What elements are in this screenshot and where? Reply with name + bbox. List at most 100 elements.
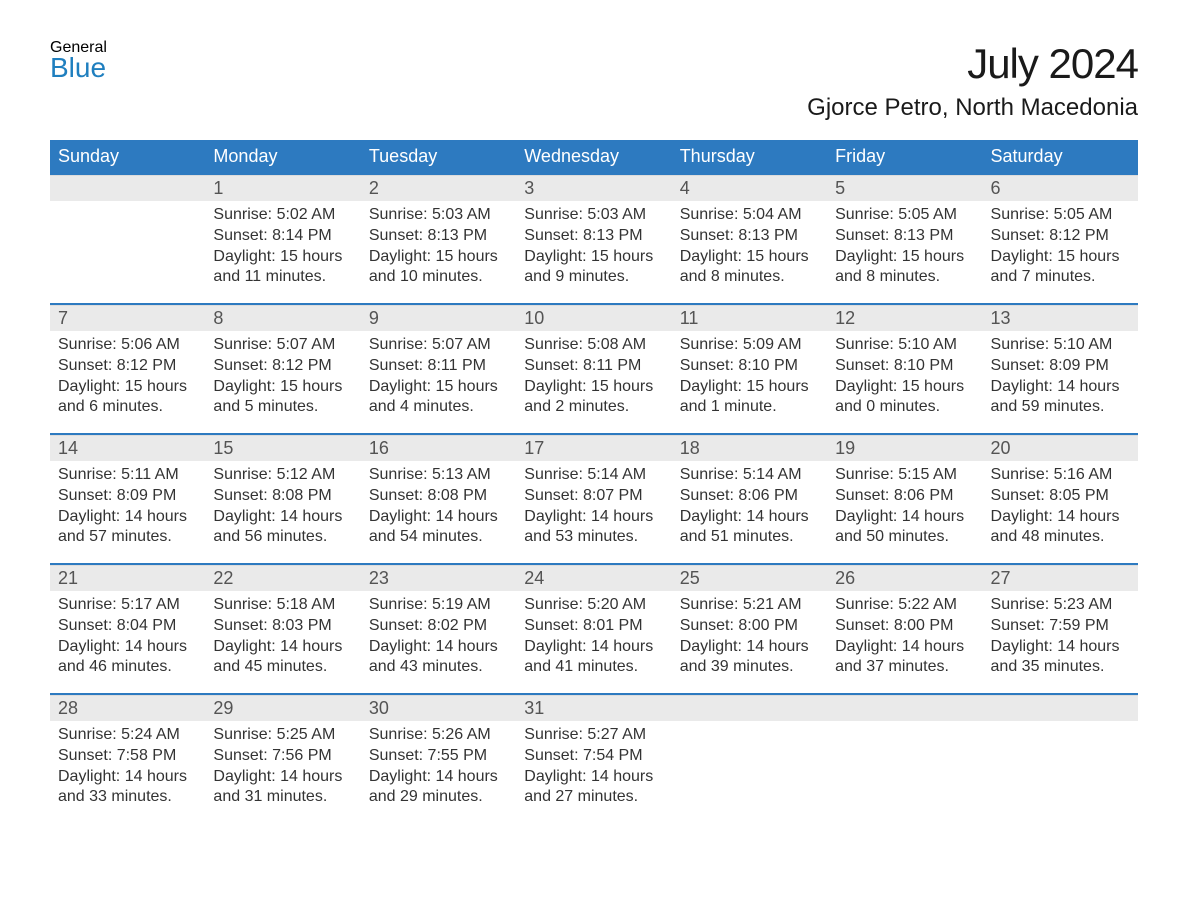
day-header: Sunday xyxy=(50,140,205,174)
sunset-text: Sunset: 7:54 PM xyxy=(524,746,663,767)
day-number: 5 xyxy=(827,175,982,201)
calendar-day-cell: 28Sunrise: 5:24 AMSunset: 7:58 PMDayligh… xyxy=(50,694,205,824)
logo-blue: Blue xyxy=(50,55,107,82)
calendar-week-row: 21Sunrise: 5:17 AMSunset: 8:04 PMDayligh… xyxy=(50,564,1138,694)
sunset-text: Sunset: 8:12 PM xyxy=(991,226,1130,247)
calendar-week-row: 28Sunrise: 5:24 AMSunset: 7:58 PMDayligh… xyxy=(50,694,1138,824)
sunset-text: Sunset: 8:01 PM xyxy=(524,616,663,637)
day-details: Sunrise: 5:15 AMSunset: 8:06 PMDaylight:… xyxy=(827,461,982,558)
sunrise-text: Sunrise: 5:02 AM xyxy=(213,205,352,226)
sunrise-text: Sunrise: 5:26 AM xyxy=(369,725,508,746)
day-details: Sunrise: 5:07 AMSunset: 8:12 PMDaylight:… xyxy=(205,331,360,428)
calendar-day-cell: 12Sunrise: 5:10 AMSunset: 8:10 PMDayligh… xyxy=(827,304,982,434)
calendar-day-cell: 27Sunrise: 5:23 AMSunset: 7:59 PMDayligh… xyxy=(983,564,1138,694)
sunrise-text: Sunrise: 5:19 AM xyxy=(369,595,508,616)
day-header: Saturday xyxy=(983,140,1138,174)
day-header: Tuesday xyxy=(361,140,516,174)
daylight-text: Daylight: 14 hours and 45 minutes. xyxy=(213,637,352,679)
daylight-text: Daylight: 15 hours and 5 minutes. xyxy=(213,377,352,419)
day-number: 20 xyxy=(983,435,1138,461)
sunrise-text: Sunrise: 5:25 AM xyxy=(213,725,352,746)
day-details: Sunrise: 5:19 AMSunset: 8:02 PMDaylight:… xyxy=(361,591,516,688)
day-number: 31 xyxy=(516,695,671,721)
calendar-day-cell: 9Sunrise: 5:07 AMSunset: 8:11 PMDaylight… xyxy=(361,304,516,434)
calendar-day-cell: 8Sunrise: 5:07 AMSunset: 8:12 PMDaylight… xyxy=(205,304,360,434)
calendar-body: 1Sunrise: 5:02 AMSunset: 8:14 PMDaylight… xyxy=(50,174,1138,824)
day-details: Sunrise: 5:03 AMSunset: 8:13 PMDaylight:… xyxy=(516,201,671,298)
day-number: 8 xyxy=(205,305,360,331)
calendar-day-cell: 2Sunrise: 5:03 AMSunset: 8:13 PMDaylight… xyxy=(361,174,516,304)
day-details: Sunrise: 5:23 AMSunset: 7:59 PMDaylight:… xyxy=(983,591,1138,688)
day-header: Wednesday xyxy=(516,140,671,174)
sunset-text: Sunset: 8:13 PM xyxy=(835,226,974,247)
daylight-text: Daylight: 15 hours and 6 minutes. xyxy=(58,377,197,419)
daylight-text: Daylight: 14 hours and 54 minutes. xyxy=(369,507,508,549)
day-number: 15 xyxy=(205,435,360,461)
sunrise-text: Sunrise: 5:24 AM xyxy=(58,725,197,746)
calendar-day-cell xyxy=(50,174,205,304)
daylight-text: Daylight: 14 hours and 53 minutes. xyxy=(524,507,663,549)
sunset-text: Sunset: 8:09 PM xyxy=(58,486,197,507)
day-details: Sunrise: 5:18 AMSunset: 8:03 PMDaylight:… xyxy=(205,591,360,688)
day-number: 16 xyxy=(361,435,516,461)
calendar-day-cell: 10Sunrise: 5:08 AMSunset: 8:11 PMDayligh… xyxy=(516,304,671,434)
day-details: Sunrise: 5:09 AMSunset: 8:10 PMDaylight:… xyxy=(672,331,827,428)
sunrise-text: Sunrise: 5:05 AM xyxy=(835,205,974,226)
day-details: Sunrise: 5:26 AMSunset: 7:55 PMDaylight:… xyxy=(361,721,516,818)
day-number: 24 xyxy=(516,565,671,591)
sunset-text: Sunset: 8:10 PM xyxy=(835,356,974,377)
sunrise-text: Sunrise: 5:08 AM xyxy=(524,335,663,356)
daylight-text: Daylight: 14 hours and 51 minutes. xyxy=(680,507,819,549)
calendar-day-cell: 21Sunrise: 5:17 AMSunset: 8:04 PMDayligh… xyxy=(50,564,205,694)
sunset-text: Sunset: 8:00 PM xyxy=(680,616,819,637)
day-details: Sunrise: 5:17 AMSunset: 8:04 PMDaylight:… xyxy=(50,591,205,688)
empty-day-bar xyxy=(672,695,827,721)
calendar-day-cell: 23Sunrise: 5:19 AMSunset: 8:02 PMDayligh… xyxy=(361,564,516,694)
day-number: 6 xyxy=(983,175,1138,201)
sunrise-text: Sunrise: 5:17 AM xyxy=(58,595,197,616)
sunset-text: Sunset: 8:00 PM xyxy=(835,616,974,637)
sunset-text: Sunset: 8:10 PM xyxy=(680,356,819,377)
day-number: 10 xyxy=(516,305,671,331)
calendar-day-cell: 24Sunrise: 5:20 AMSunset: 8:01 PMDayligh… xyxy=(516,564,671,694)
sunset-text: Sunset: 8:12 PM xyxy=(213,356,352,377)
day-details: Sunrise: 5:08 AMSunset: 8:11 PMDaylight:… xyxy=(516,331,671,428)
sunset-text: Sunset: 8:09 PM xyxy=(991,356,1130,377)
sunset-text: Sunset: 8:04 PM xyxy=(58,616,197,637)
day-number: 19 xyxy=(827,435,982,461)
daylight-text: Daylight: 14 hours and 59 minutes. xyxy=(991,377,1130,419)
day-number: 13 xyxy=(983,305,1138,331)
daylight-text: Daylight: 15 hours and 11 minutes. xyxy=(213,247,352,289)
daylight-text: Daylight: 14 hours and 41 minutes. xyxy=(524,637,663,679)
sunrise-text: Sunrise: 5:07 AM xyxy=(213,335,352,356)
day-number: 30 xyxy=(361,695,516,721)
daylight-text: Daylight: 14 hours and 46 minutes. xyxy=(58,637,197,679)
calendar-day-cell: 16Sunrise: 5:13 AMSunset: 8:08 PMDayligh… xyxy=(361,434,516,564)
day-details: Sunrise: 5:12 AMSunset: 8:08 PMDaylight:… xyxy=(205,461,360,558)
day-details: Sunrise: 5:10 AMSunset: 8:09 PMDaylight:… xyxy=(983,331,1138,428)
day-header: Friday xyxy=(827,140,982,174)
sunrise-text: Sunrise: 5:04 AM xyxy=(680,205,819,226)
day-number: 7 xyxy=(50,305,205,331)
calendar-day-cell xyxy=(672,694,827,824)
sunset-text: Sunset: 8:08 PM xyxy=(213,486,352,507)
sunset-text: Sunset: 8:07 PM xyxy=(524,486,663,507)
day-number: 9 xyxy=(361,305,516,331)
day-details: Sunrise: 5:22 AMSunset: 8:00 PMDaylight:… xyxy=(827,591,982,688)
calendar-day-cell: 6Sunrise: 5:05 AMSunset: 8:12 PMDaylight… xyxy=(983,174,1138,304)
sunset-text: Sunset: 8:14 PM xyxy=(213,226,352,247)
daylight-text: Daylight: 14 hours and 57 minutes. xyxy=(58,507,197,549)
day-details: Sunrise: 5:07 AMSunset: 8:11 PMDaylight:… xyxy=(361,331,516,428)
sunrise-text: Sunrise: 5:11 AM xyxy=(58,465,197,486)
day-number: 3 xyxy=(516,175,671,201)
month-title: July 2024 xyxy=(807,40,1138,88)
sunrise-text: Sunrise: 5:09 AM xyxy=(680,335,819,356)
calendar-day-cell: 13Sunrise: 5:10 AMSunset: 8:09 PMDayligh… xyxy=(983,304,1138,434)
sunset-text: Sunset: 8:11 PM xyxy=(524,356,663,377)
day-details: Sunrise: 5:10 AMSunset: 8:10 PMDaylight:… xyxy=(827,331,982,428)
sunrise-text: Sunrise: 5:12 AM xyxy=(213,465,352,486)
daylight-text: Daylight: 15 hours and 8 minutes. xyxy=(835,247,974,289)
day-details: Sunrise: 5:16 AMSunset: 8:05 PMDaylight:… xyxy=(983,461,1138,558)
sunset-text: Sunset: 8:13 PM xyxy=(680,226,819,247)
sunset-text: Sunset: 8:06 PM xyxy=(680,486,819,507)
